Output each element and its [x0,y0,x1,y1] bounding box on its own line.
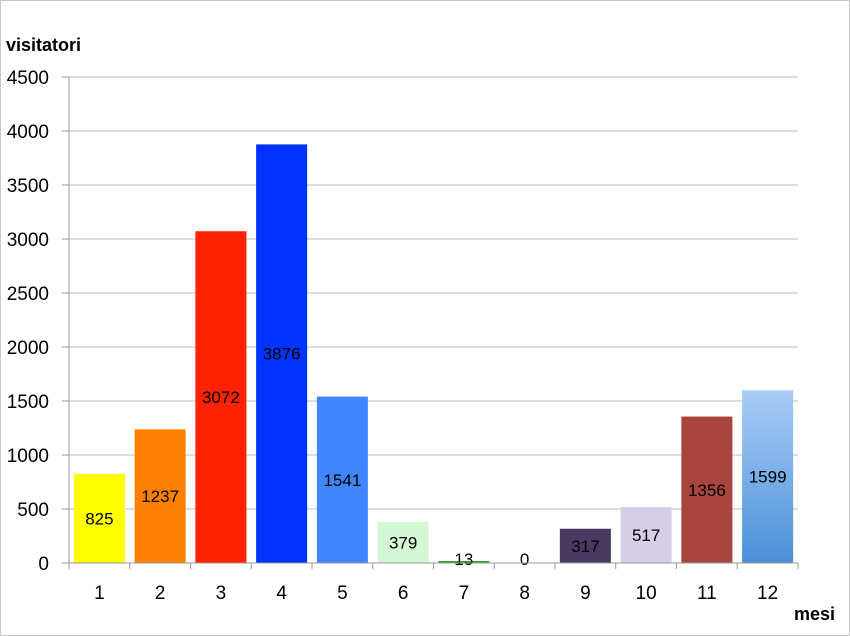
bar-3 [195,231,247,563]
x-tick-label: 12 [757,583,778,604]
y-tick-label: 4000 [7,122,49,143]
y-tick-label: 0 [38,554,49,575]
data-label: 13 [454,550,473,569]
x-tick-label: 9 [580,583,591,604]
data-label: 1541 [323,471,361,490]
data-label: 517 [632,526,660,545]
y-tick-label: 2000 [7,338,49,359]
data-label: 1356 [688,481,726,500]
data-label: 3876 [263,345,301,364]
bar-9 [559,528,611,563]
bar-11 [681,416,733,563]
x-tick-label: 5 [337,583,348,604]
data-label: 825 [85,509,113,528]
bar-7 [438,561,490,563]
data-labels: 825 1237 3072 3876 1541 379 13 0 317 517 1356 1599 [85,345,786,569]
x-tick-label: 7 [459,583,470,604]
data-label: 3072 [202,388,240,407]
bar-2 [134,429,186,563]
bar-5 [316,396,368,563]
y-tick-label: 500 [17,500,49,521]
x-tick-label: 8 [519,583,530,604]
bar-1 [73,473,125,563]
y-tick-label: 4500 [7,68,49,89]
x-axis-title: mesi [794,604,835,624]
y-tick-label: 1500 [7,392,49,413]
bar-12 [742,390,794,563]
bar-6 [377,522,429,563]
x-tick-label: 11 [697,583,717,604]
data-label: 1237 [141,487,179,506]
gridlines [62,76,798,564]
y-tick-label: 3500 [7,176,49,197]
y-tick-label: 3000 [7,230,49,251]
x-tick-label: 10 [636,583,657,604]
data-label: 317 [571,537,599,556]
x-tick-label: 6 [398,583,409,604]
x-tick-labels: 1 2 3 4 5 6 7 8 9 10 11 12 [68,563,799,604]
y-tick-labels: 0 500 1000 1500 2000 2500 3000 3500 4000 4500 [7,68,49,575]
x-tick-label: 3 [216,583,227,604]
bars [73,144,794,563]
y-tick-label: 2500 [7,284,49,305]
y-tick-label: 1000 [7,446,49,467]
bar-4 [256,144,308,563]
data-label: 1599 [749,468,787,487]
x-tick-label: 4 [276,583,287,604]
bar-10 [620,507,672,563]
x-tick-label: 1 [94,583,105,604]
x-tick-label: 2 [155,583,166,604]
y-axis-title: visitatori [6,35,81,55]
data-label: 379 [389,534,417,553]
data-label: 0 [520,550,529,569]
